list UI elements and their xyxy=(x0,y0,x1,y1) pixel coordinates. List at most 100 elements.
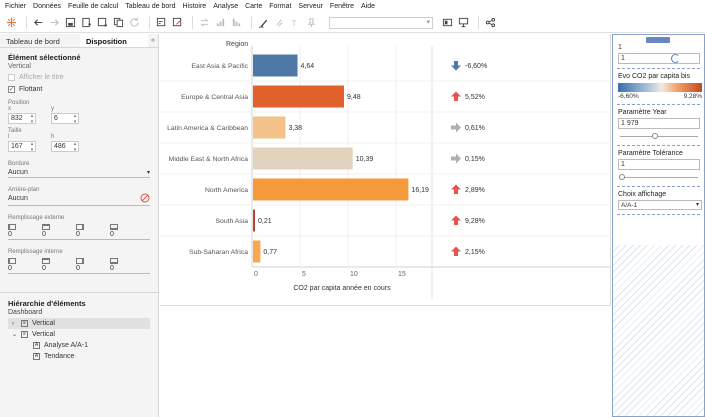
position-y-input[interactable]: 6 xyxy=(51,113,79,125)
slider-thumb[interactable] xyxy=(619,174,625,180)
show-title-checkbox[interactable]: Afficher le titre xyxy=(8,74,150,81)
param-year-input[interactable]: 1 979 xyxy=(618,118,700,129)
background-select[interactable]: Aucun xyxy=(8,193,150,206)
bar[interactable] xyxy=(253,147,353,170)
vertical-container-icon: ≡ xyxy=(21,331,28,338)
labels-icon[interactable]: T xyxy=(289,17,301,29)
bar-chart-sheet: Region 0 5 10 15 CO2 par capita année en cou… xyxy=(160,34,611,306)
presentation-mode-icon[interactable] xyxy=(457,17,469,29)
bar[interactable] xyxy=(253,178,409,201)
slider-track xyxy=(620,177,698,178)
param-year-slider[interactable] xyxy=(618,132,700,141)
bar[interactable] xyxy=(253,240,261,263)
toolbar-divider xyxy=(149,16,150,29)
border-select[interactable]: Aucun ▾ xyxy=(8,167,150,178)
refresh-icon[interactable] xyxy=(128,17,140,29)
bar[interactable] xyxy=(253,116,286,139)
floating-check-mark[interactable]: ✓ xyxy=(8,86,15,93)
menu-item-5[interactable]: Analyse xyxy=(213,3,239,10)
y-label: y xyxy=(51,106,54,112)
new-story-icon[interactable] xyxy=(155,17,167,29)
param-year-title: Paramètre Year xyxy=(618,109,667,116)
param-tolerance-slider[interactable] xyxy=(618,173,700,182)
inner-padding-top[interactable]: 0 xyxy=(42,265,46,272)
collapse-panel-button[interactable]: « xyxy=(151,37,155,44)
undo-icon[interactable] xyxy=(32,17,44,29)
swap-icon[interactable] xyxy=(198,17,210,29)
height-label: h xyxy=(51,134,55,140)
divider xyxy=(8,239,150,240)
bar[interactable] xyxy=(253,209,256,232)
hierarchy-item-trend[interactable]: A Tendance xyxy=(8,351,150,362)
show-cards-icon[interactable] xyxy=(441,17,453,29)
position-x-input[interactable]: 832 xyxy=(8,113,36,125)
outer-padding-right[interactable]: 0 xyxy=(76,231,80,238)
bar[interactable] xyxy=(253,54,298,77)
menu-item-8[interactable]: Serveur xyxy=(298,3,323,10)
redo-icon[interactable] xyxy=(48,17,60,29)
highlight-icon[interactable] xyxy=(257,17,269,29)
trend-value-label: -6,60% xyxy=(465,63,487,70)
new-data-source-icon[interactable] xyxy=(80,17,92,29)
tab-dashboard[interactable]: Tableau de bord xyxy=(6,37,60,46)
share-icon[interactable] xyxy=(484,17,496,29)
chevron-down-icon[interactable]: ⌄ xyxy=(12,332,18,338)
toolbar-divider xyxy=(192,16,193,29)
floating-vertical-container[interactable]: 1 1 Evo CO2 par capita bis -6,60% 9,28% … xyxy=(612,34,705,417)
pin-icon[interactable] xyxy=(305,17,317,29)
fit-select[interactable] xyxy=(329,16,433,29)
sort-ascending-icon[interactable] xyxy=(214,17,226,29)
show-title-box[interactable] xyxy=(8,74,15,81)
tableau-logo-icon[interactable] xyxy=(5,17,17,29)
inner-padding-right[interactable]: 0 xyxy=(76,265,80,272)
menu-item-6[interactable]: Carte xyxy=(245,3,263,10)
outer-padding-top[interactable]: 0 xyxy=(42,231,46,238)
outer-padding-controls[interactable]: 0 0 0 0 xyxy=(8,224,150,238)
floating-checkbox[interactable]: ✓ Flottant xyxy=(8,86,150,93)
background-label: Arrière-plan xyxy=(8,187,40,193)
new-worksheet-icon[interactable] xyxy=(96,17,108,29)
menu-item-9[interactable]: Fenêtre xyxy=(329,3,355,10)
duplicate-icon[interactable] xyxy=(112,17,124,29)
chevron-right-icon[interactable]: › xyxy=(12,320,14,327)
menu-item-7[interactable]: Format xyxy=(269,3,292,10)
inner-padding-left[interactable]: 0 xyxy=(8,265,12,272)
clear-sheet-icon[interactable] xyxy=(171,17,183,29)
drag-handle[interactable] xyxy=(646,37,670,43)
menu-item-0[interactable]: Fichier xyxy=(5,3,27,10)
group-icon[interactable] xyxy=(273,17,285,29)
menu-item-1[interactable]: Données xyxy=(33,3,62,10)
tab-layout[interactable]: Disposition xyxy=(80,34,148,47)
save-icon[interactable] xyxy=(64,17,76,29)
menu-item-3[interactable]: Tableau de bord xyxy=(125,3,176,10)
hierarchy-item-label: Analyse A/A-1 xyxy=(44,342,88,349)
param-tolerance-input[interactable]: 1 xyxy=(618,159,700,170)
panel-tabs: Tableau de bord Disposition « xyxy=(0,34,158,48)
width-input[interactable]: 167 xyxy=(8,141,36,153)
display-choice-select[interactable]: A/A-1 xyxy=(618,200,702,210)
hierarchy-item-vertical-2[interactable]: ⌄ ≡ Vertical xyxy=(8,329,150,340)
sheet-icon: A xyxy=(33,353,40,360)
hierarchy-item-label: Vertical xyxy=(32,331,55,338)
border-value: Aucun xyxy=(8,169,28,176)
hierarchy-item-analysis[interactable]: A Analyse A/A-1 xyxy=(8,340,150,351)
sort-descending-icon[interactable] xyxy=(230,17,242,29)
no-color-icon[interactable] xyxy=(140,193,150,205)
outer-padding-bottom[interactable]: 0 xyxy=(110,231,114,238)
hierarchy-item-vertical-1[interactable]: › ≡ Vertical xyxy=(8,318,150,329)
menu-item-10[interactable]: Aide xyxy=(361,3,376,10)
height-input[interactable]: 486 xyxy=(51,141,79,153)
slider-thumb[interactable] xyxy=(652,133,659,139)
top-input[interactable]: 1 xyxy=(618,53,700,64)
menu-item-2[interactable]: Feuille de calcul xyxy=(68,3,119,10)
inner-padding-bottom[interactable]: 0 xyxy=(110,265,114,272)
trend-down-arrow-icon xyxy=(451,61,461,71)
inner-padding-controls[interactable]: 0 0 0 0 xyxy=(8,258,150,272)
bar[interactable] xyxy=(253,85,345,108)
outer-padding-left[interactable]: 0 xyxy=(8,231,12,238)
trend-value-label: 2,15% xyxy=(465,249,485,256)
menu-item-4[interactable]: Histoire xyxy=(182,3,207,10)
toolbar: T xyxy=(0,13,705,33)
slider-track xyxy=(620,136,698,137)
category-label: East Asia & Pacific xyxy=(191,63,248,70)
